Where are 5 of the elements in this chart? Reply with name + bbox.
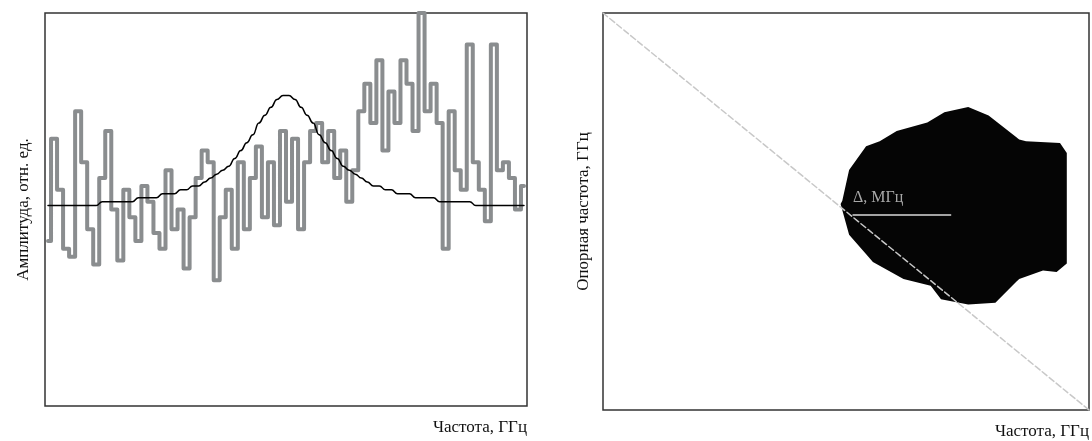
y-axis-title: Амплитуда, отн. ед. xyxy=(13,138,32,281)
annotation: Δ, МГц xyxy=(853,188,904,206)
y-axis-title: Опорная частота, ГГц xyxy=(573,132,592,291)
x-axis-title: Частота, ГГц xyxy=(994,421,1089,440)
x-axis-title: Частота, ГГц xyxy=(432,417,527,436)
